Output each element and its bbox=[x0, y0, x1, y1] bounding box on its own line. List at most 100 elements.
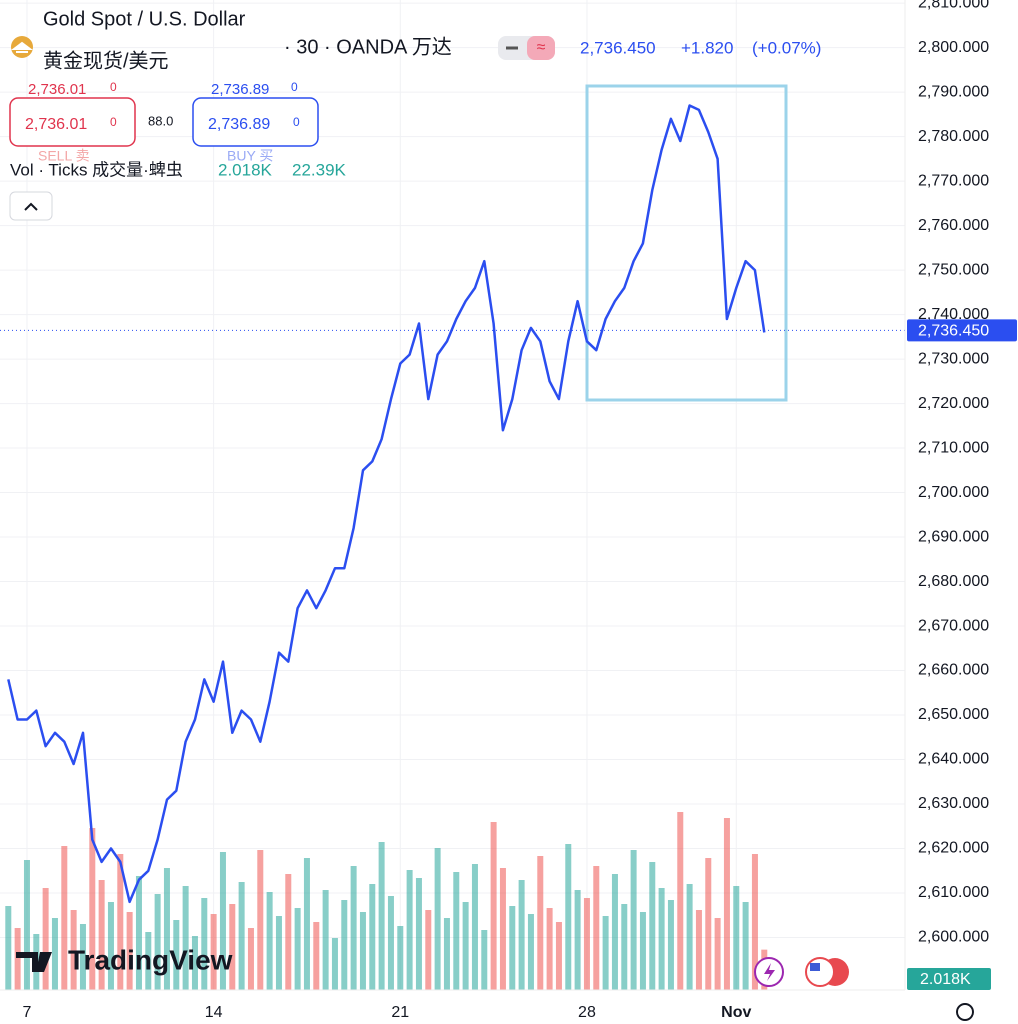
volume-bar bbox=[350, 866, 357, 990]
collapse-button[interactable] bbox=[9, 191, 53, 221]
volume-bar bbox=[602, 916, 609, 990]
flag-icon-glyph bbox=[810, 963, 820, 971]
flag-icon[interactable] bbox=[805, 957, 835, 987]
y-tick-label: 2,690.000 bbox=[918, 528, 989, 545]
y-tick-label: 2,660.000 bbox=[918, 662, 989, 679]
volume-badge-label: 2.018K bbox=[920, 971, 971, 988]
volume-bar bbox=[210, 914, 217, 990]
grid bbox=[0, 0, 905, 990]
volume-bar bbox=[434, 848, 441, 990]
volume-bar bbox=[471, 864, 478, 990]
y-tick-label: 2,610.000 bbox=[918, 884, 989, 901]
y-tick-label: 2,670.000 bbox=[918, 617, 989, 634]
sell-button[interactable] bbox=[9, 97, 136, 147]
y-tick-label: 2,630.000 bbox=[918, 795, 989, 812]
volume-bar bbox=[341, 900, 348, 990]
chart-source: · 30 · OANDA 万达 bbox=[284, 35, 452, 58]
sell-label: SELL 卖 bbox=[38, 148, 90, 164]
y-tick-label: 2,810.000 bbox=[918, 0, 989, 11]
highlight-box bbox=[585, 84, 788, 402]
volume-bar bbox=[565, 844, 572, 990]
volume-bar bbox=[481, 930, 488, 990]
volume-bar bbox=[649, 862, 656, 990]
sell-price-top: 2,736.01 bbox=[28, 81, 86, 98]
volume-total: 22.39K bbox=[292, 160, 347, 179]
axis-layer: 2,600.000 2,610.000 2,620.000 2,630.000 2,64… bbox=[23, 0, 1017, 1021]
last-price-badge bbox=[907, 319, 1017, 342]
volume-bar bbox=[677, 812, 684, 990]
volume-bar bbox=[331, 938, 338, 990]
y-tick-label: 2,730.000 bbox=[918, 350, 989, 367]
buy-label: BUY 买 bbox=[227, 148, 273, 164]
volume-bar bbox=[695, 910, 702, 990]
volume-bar bbox=[621, 904, 628, 990]
volume-bar bbox=[219, 852, 226, 990]
branding: TradingView bbox=[68, 944, 233, 975]
spread: 88.0 bbox=[148, 113, 173, 128]
y-tick-label: 2,710.000 bbox=[918, 439, 989, 456]
volume-bar bbox=[751, 854, 758, 990]
volume-badge bbox=[907, 968, 991, 990]
volume-bar bbox=[723, 818, 730, 990]
volume-bar bbox=[51, 918, 58, 990]
volume-bar bbox=[406, 870, 413, 990]
settings-icon[interactable] bbox=[956, 1003, 974, 1021]
price-line bbox=[7, 104, 766, 904]
volume-name: Vol · Ticks 成交量·蜱虫 bbox=[10, 160, 183, 179]
y-tick-label: 2,800.000 bbox=[918, 39, 989, 56]
volume-bar bbox=[173, 920, 180, 990]
volume-bar bbox=[527, 914, 534, 990]
x-tick-label: 14 bbox=[205, 1004, 223, 1021]
volume-bar bbox=[742, 902, 749, 990]
volume-layer bbox=[5, 812, 768, 990]
toggle-active[interactable] bbox=[527, 36, 555, 60]
volume-bar bbox=[639, 912, 646, 990]
volume-bar bbox=[135, 876, 142, 990]
volume-bar bbox=[5, 906, 12, 990]
plot-layer bbox=[0, 104, 905, 904]
volume-bar bbox=[490, 822, 497, 990]
volume-bar bbox=[667, 900, 674, 990]
volume-bar bbox=[359, 912, 366, 990]
y-tick-label: 2,640.000 bbox=[918, 751, 989, 768]
last-price-label: 2,736.450 bbox=[918, 323, 989, 340]
y-tick-label: 2,600.000 bbox=[918, 929, 989, 946]
volume-bar bbox=[443, 918, 450, 990]
sell-price-tail: 0 bbox=[110, 80, 117, 94]
volume-bar bbox=[415, 878, 422, 990]
price-change: +1.820 bbox=[681, 38, 733, 57]
volume-bar bbox=[238, 882, 245, 990]
buy-button[interactable] bbox=[192, 97, 319, 147]
volume-bar bbox=[229, 904, 236, 990]
y-tick-label: 2,770.000 bbox=[918, 172, 989, 189]
volume-bar bbox=[369, 884, 376, 990]
last-price: 2,736.450 bbox=[580, 38, 656, 57]
volume-bar bbox=[593, 866, 600, 990]
buy-price-top: 2,736.89 bbox=[211, 81, 269, 98]
toggle-icon: ≈ bbox=[537, 39, 546, 56]
volume-bar bbox=[145, 932, 152, 990]
y-tick-label: 2,780.000 bbox=[918, 128, 989, 145]
volume-bar bbox=[686, 884, 693, 990]
volume-bar bbox=[387, 896, 394, 990]
buy-price[interactable]: 2,736.89 bbox=[208, 116, 270, 133]
volume-bar bbox=[546, 908, 553, 990]
volume-bar bbox=[117, 854, 124, 990]
volume-bar bbox=[705, 858, 712, 990]
volume-bar bbox=[518, 880, 525, 990]
volume-bar bbox=[397, 926, 404, 990]
volume-bar bbox=[191, 936, 198, 990]
volume-bar bbox=[378, 842, 385, 990]
sell-price[interactable]: 2,736.01 bbox=[25, 116, 87, 133]
collapse-icon bbox=[24, 202, 38, 211]
volume-bar bbox=[537, 856, 544, 990]
volume-bar bbox=[201, 898, 208, 990]
volume-bar bbox=[322, 890, 329, 990]
sell-price-tail[interactable]: 0 bbox=[110, 115, 117, 129]
volume-bar bbox=[303, 858, 310, 990]
volume-bar bbox=[285, 874, 292, 990]
y-tick-label: 2,650.000 bbox=[918, 706, 989, 723]
buy-price-tail[interactable]: 0 bbox=[293, 115, 300, 129]
chart-title: Gold Spot / U.S. Dollar bbox=[43, 8, 246, 30]
volume-bar bbox=[313, 922, 320, 990]
